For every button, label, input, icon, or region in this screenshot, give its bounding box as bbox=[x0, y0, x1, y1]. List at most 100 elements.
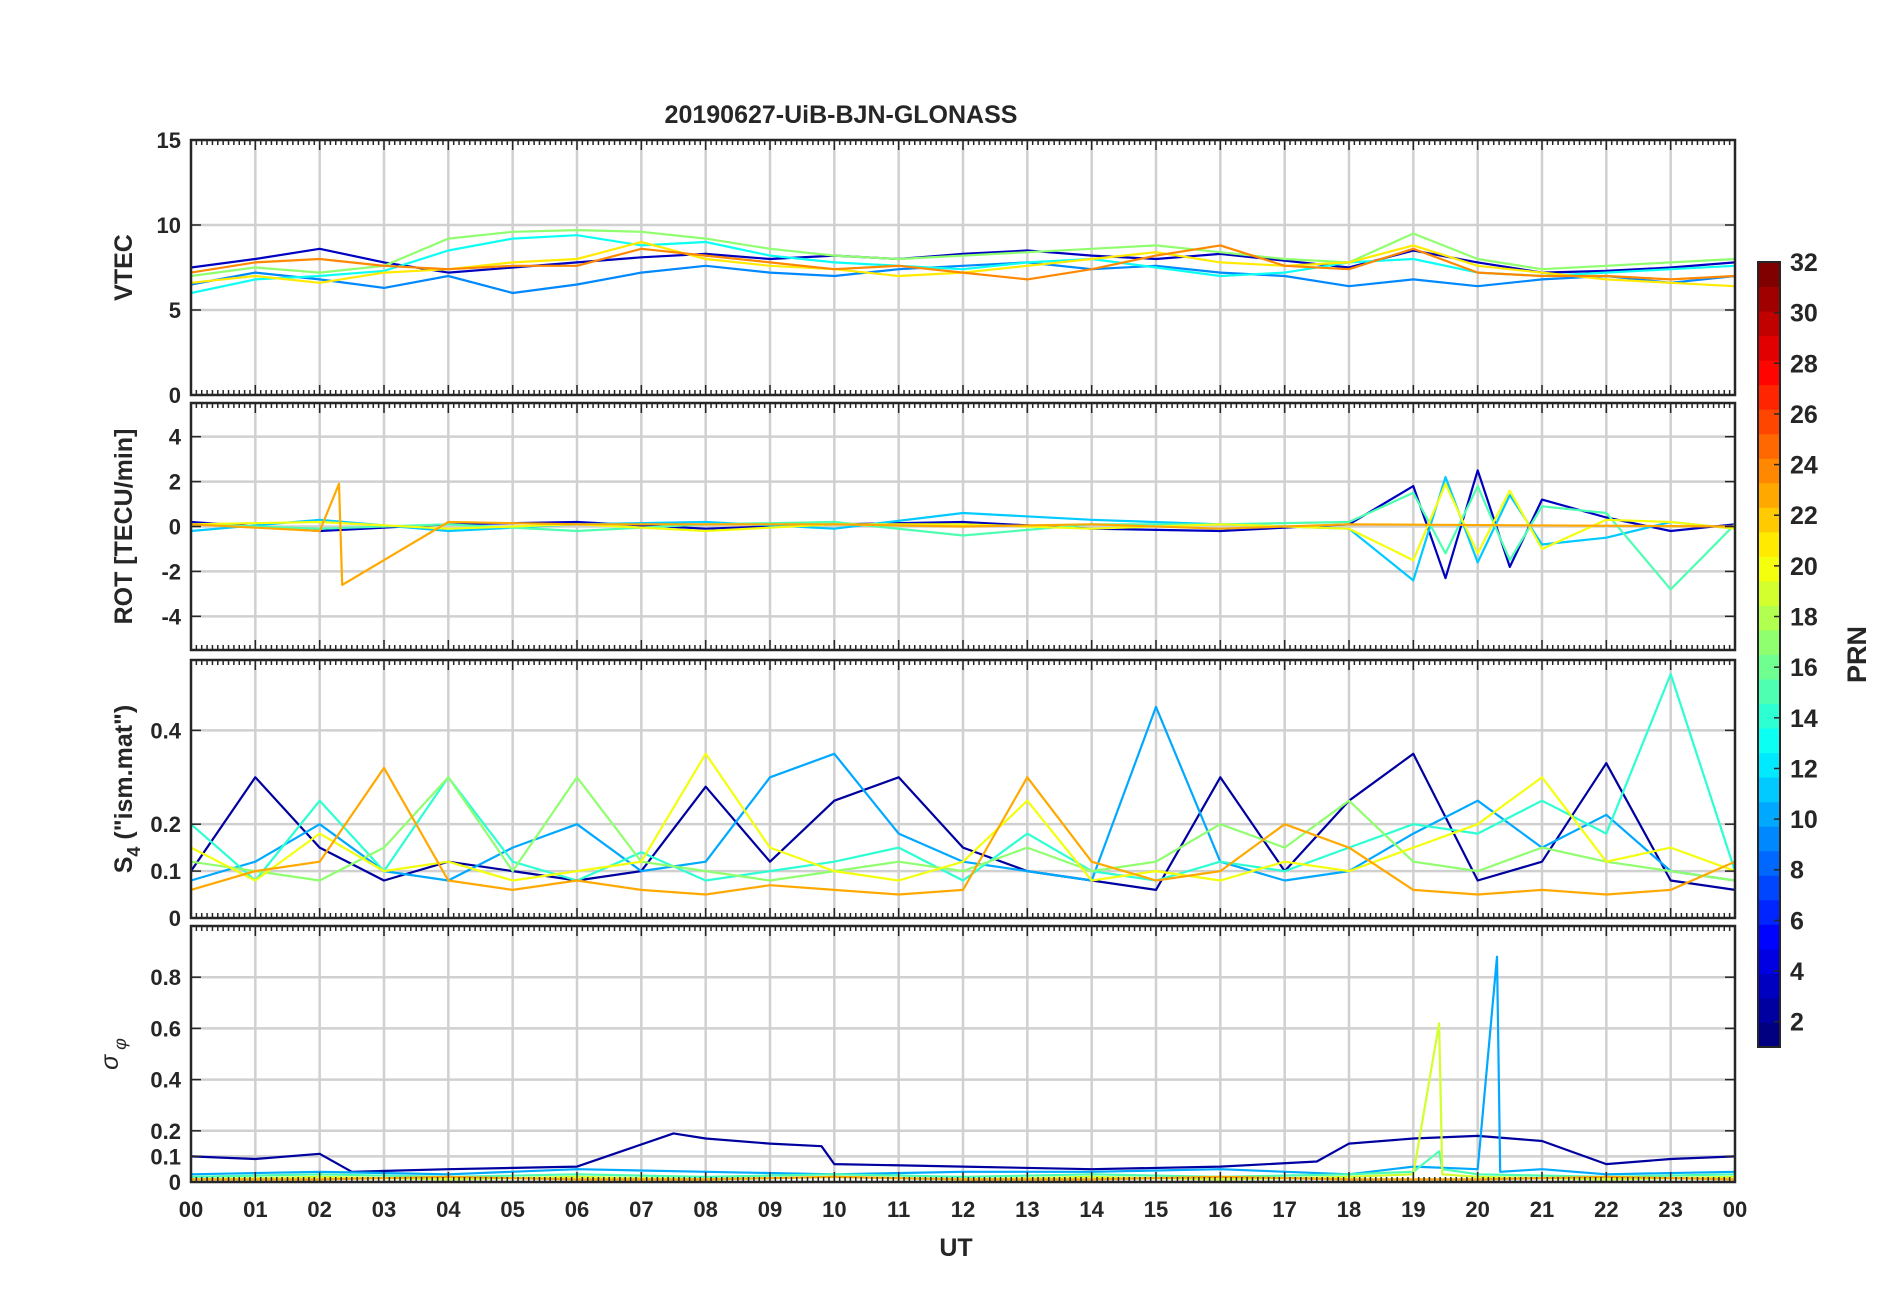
x-tick-label: 03 bbox=[372, 1197, 396, 1222]
colorbar-tick-label: 22 bbox=[1790, 502, 1818, 530]
series-group bbox=[191, 469, 1735, 591]
colorbar-tick-label: 10 bbox=[1790, 806, 1818, 834]
x-tick-label: 14 bbox=[1079, 1197, 1104, 1222]
y-tick-label: 0.4 bbox=[150, 1068, 181, 1093]
colorbar-segment bbox=[1758, 433, 1780, 459]
y-tick-label: 0 bbox=[169, 383, 181, 408]
y-tick-label: 0.6 bbox=[150, 1016, 181, 1041]
x-tick-label: 18 bbox=[1337, 1197, 1361, 1222]
y-ticks: 0 0.1 0.2 0.4 bbox=[150, 718, 1735, 931]
colorbar-segment bbox=[1758, 973, 1780, 999]
colorbar-tick-label: 26 bbox=[1790, 401, 1818, 429]
y-axis-label: VTEC bbox=[110, 234, 138, 301]
x-tick-label: 07 bbox=[629, 1197, 653, 1222]
colorbar-segment bbox=[1758, 777, 1780, 803]
x-tick-label: 16 bbox=[1208, 1197, 1232, 1222]
y-tick-label: 15 bbox=[157, 128, 181, 153]
x-tick-label: 02 bbox=[307, 1197, 331, 1222]
series-line-prn-15 bbox=[191, 485, 1735, 591]
colorbar-segment bbox=[1758, 262, 1780, 288]
colorbar-segment bbox=[1758, 728, 1780, 754]
colorbar-tick-label: 18 bbox=[1790, 604, 1818, 632]
series-line-prn-3 bbox=[191, 469, 1735, 580]
y-tick-label: 0.4 bbox=[150, 718, 181, 743]
y-tick-label: 0 bbox=[169, 1170, 181, 1195]
series-line-prn-23 bbox=[191, 482, 1735, 587]
y-label-main: σ bbox=[96, 1054, 124, 1070]
x-tick-label: 23 bbox=[1658, 1197, 1682, 1222]
y-axis-label: S4 ("ism.mat") bbox=[110, 705, 144, 874]
x-tick-label: 12 bbox=[951, 1197, 975, 1222]
colorbar-segment bbox=[1758, 311, 1780, 337]
colorbar-segment bbox=[1758, 556, 1780, 582]
colorbar-segment bbox=[1758, 654, 1780, 680]
series-line-prn-9 bbox=[191, 261, 1735, 295]
panel-VTEC: 0 5 10 15 VTEC bbox=[110, 128, 1737, 408]
x-tick-label: 09 bbox=[758, 1197, 782, 1222]
panel-S4: 0 0.1 0.2 0.4S4 ("ism.mat") bbox=[110, 658, 1737, 931]
y-ticks: 0 5 10 15 bbox=[157, 128, 1735, 408]
y-axis-label: σ φ bbox=[96, 1038, 130, 1070]
y-tick-label: 4 bbox=[169, 425, 182, 450]
y-tick-label: 0.2 bbox=[150, 1119, 181, 1144]
colorbar-tick-label: 12 bbox=[1790, 755, 1818, 783]
series-line-prn-3 bbox=[191, 247, 1735, 274]
x-axis-label: UT bbox=[939, 1234, 972, 1262]
x-tick-label: 04 bbox=[436, 1197, 461, 1222]
y-tick-label: 0.1 bbox=[150, 859, 181, 884]
colorbar-segment bbox=[1758, 997, 1780, 1023]
colorbar-segment bbox=[1758, 507, 1780, 533]
colorbar-segment bbox=[1758, 679, 1780, 705]
colorbar-segment bbox=[1758, 801, 1780, 827]
y-ticks: 00.10.2 0.4 0.6 0.8 bbox=[150, 965, 1735, 1195]
x-tick-label: 05 bbox=[500, 1197, 524, 1222]
y-tick-label: 0 bbox=[169, 515, 181, 540]
colorbar-tick-label: 6 bbox=[1790, 907, 1804, 935]
colorbar-segment bbox=[1758, 335, 1780, 361]
series-line-prn-2 bbox=[191, 1132, 1735, 1173]
colorbar-segment bbox=[1758, 360, 1780, 386]
colorbar-segment bbox=[1758, 531, 1780, 557]
panel-sigma_phi: 00.10.2 0.4 0.6 0.8 σ φ 00 01 02 03 04 05 06 07 08 09 1… bbox=[96, 924, 1747, 1222]
y-tick-label: -2 bbox=[161, 559, 181, 584]
series-group bbox=[191, 672, 1735, 896]
colorbar-segment bbox=[1758, 482, 1780, 508]
x-tick-label: 11 bbox=[887, 1197, 910, 1222]
x-tick-label: 17 bbox=[1272, 1197, 1296, 1222]
y-tick-label: -4 bbox=[161, 604, 181, 629]
colorbar-segment bbox=[1758, 409, 1780, 435]
colorbar-tick-label: 30 bbox=[1790, 300, 1818, 328]
panel-ROT: -4 -2 0 2 4 ROT [TECU/min] bbox=[110, 401, 1737, 652]
y-tick-label: 0.2 bbox=[150, 812, 181, 837]
grid bbox=[191, 140, 1735, 395]
y-ticks: -4 -2 0 2 4 bbox=[161, 425, 1735, 629]
colorbar-segment bbox=[1758, 629, 1780, 655]
x-ticks bbox=[190, 140, 1731, 395]
grid bbox=[191, 926, 1735, 1182]
x-tick-labels: 00 01 02 03 04 05 06 07 08 09 10 11 12 13 14 15 16 17 18 19… bbox=[179, 1197, 1747, 1222]
x-tick-label: 10 bbox=[822, 1197, 846, 1222]
y-tick-label: 0.1 bbox=[150, 1144, 181, 1169]
y-tick-label: 10 bbox=[157, 213, 181, 238]
colorbar-box bbox=[1757, 261, 1781, 1048]
x-tick-label: 19 bbox=[1401, 1197, 1425, 1222]
colorbar-tick-label: 8 bbox=[1790, 857, 1804, 885]
colorbar-segment bbox=[1758, 875, 1780, 901]
y-axis-label: ROT [TECU/min] bbox=[110, 429, 138, 625]
series-line-prn-17 bbox=[191, 229, 1735, 278]
series-line-prn-24 bbox=[191, 244, 1735, 281]
colorbar-segment bbox=[1758, 580, 1780, 606]
colorbar-tick-label: 24 bbox=[1790, 452, 1818, 480]
y-tick-label: 0 bbox=[169, 906, 181, 931]
series-group bbox=[191, 229, 1735, 295]
colorbar-segment bbox=[1758, 703, 1780, 729]
x-tick-label: 21 bbox=[1530, 1197, 1554, 1222]
colorbar-segment bbox=[1758, 924, 1780, 950]
y-label-main: S bbox=[110, 857, 138, 874]
colorbar-tick-label: 32 bbox=[1790, 249, 1818, 277]
series-line-prn-20 bbox=[191, 752, 1735, 882]
x-tick-label: 00 bbox=[179, 1197, 203, 1222]
colorbar-tick-label: 28 bbox=[1790, 350, 1818, 378]
